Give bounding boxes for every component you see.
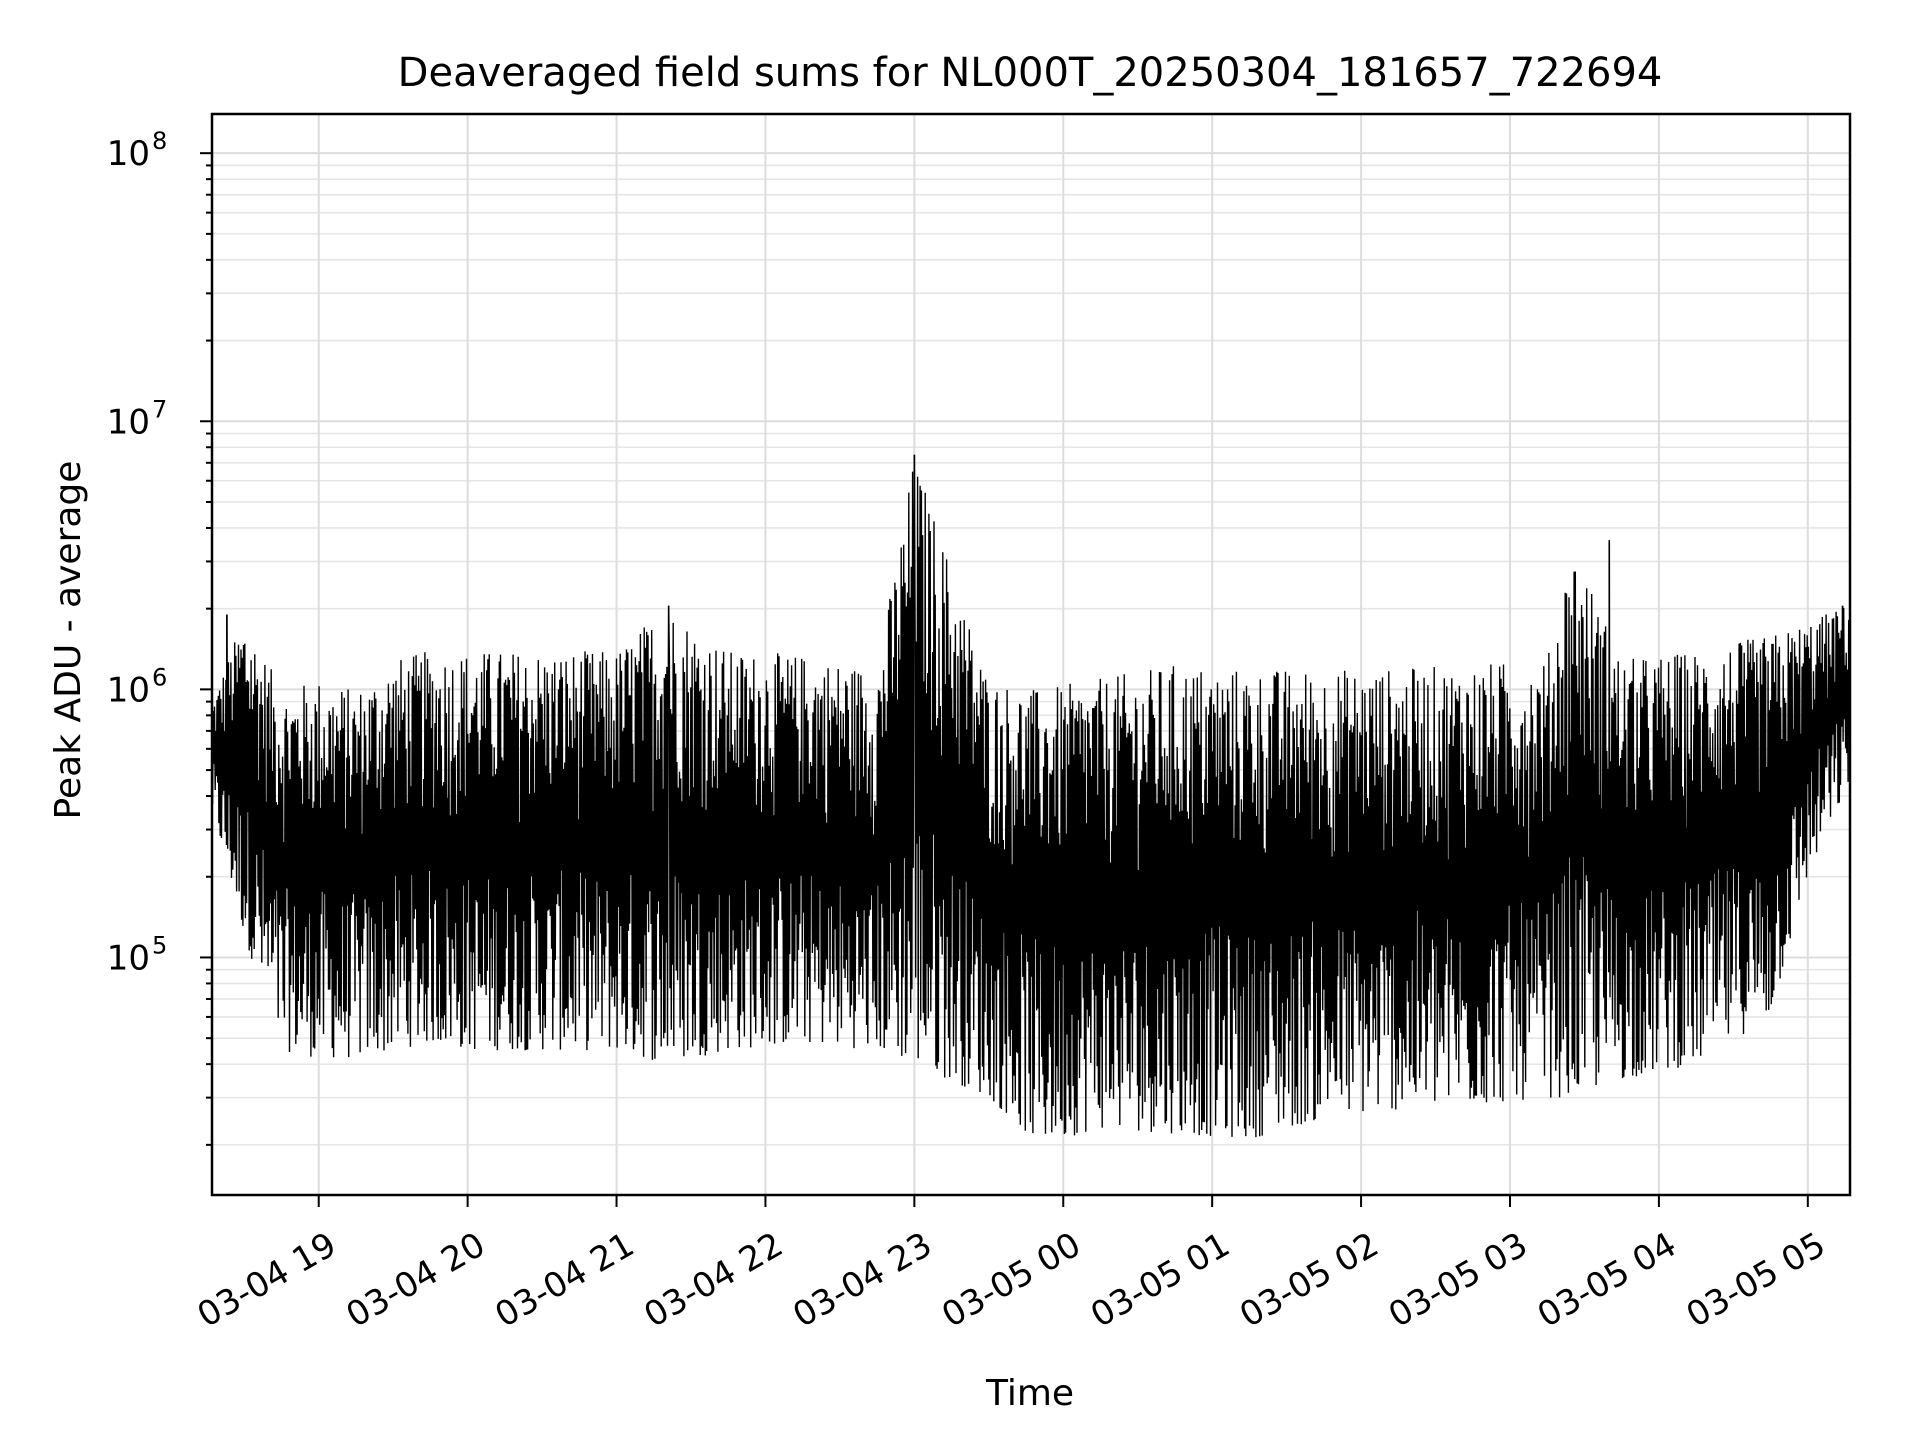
plot-area-frame [210, 112, 1852, 1197]
y-tick-label: 10 [107, 670, 150, 710]
y-tick-exponent: 6 [152, 663, 167, 691]
y-axis-label: Peak ADU - average [48, 461, 89, 820]
y-tick-label: 10 [107, 938, 150, 978]
y-tick-exponent: 7 [152, 395, 167, 423]
chart-title: Deaveraged field sums for NL000T_2025030… [398, 50, 1663, 96]
series-line [211, 454, 1851, 1138]
y-tick-label: 10 [107, 134, 150, 174]
series-path [211, 454, 1851, 1138]
y-tick-label: 10 [107, 402, 150, 442]
x-axis-label: Time [985, 1373, 1074, 1414]
y-tick-exponent: 5 [152, 931, 167, 959]
y-tick-exponent: 8 [152, 127, 167, 155]
